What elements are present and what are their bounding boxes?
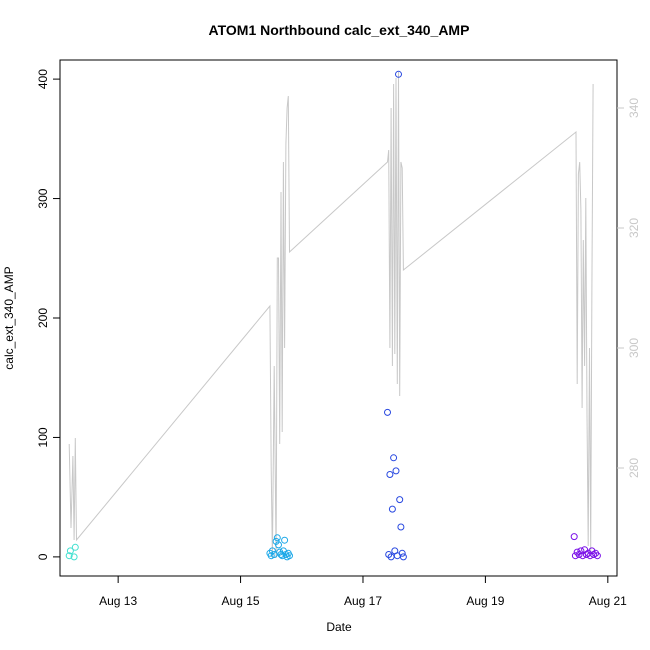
data-point bbox=[384, 408, 391, 416]
data-point bbox=[385, 551, 393, 558]
x-tick-label: Aug 13 bbox=[99, 594, 137, 608]
data-point bbox=[392, 467, 400, 475]
y-left-tick-label: 0 bbox=[36, 553, 50, 560]
y-right-tick-label: 320 bbox=[627, 218, 641, 238]
y-left-tick-label: 400 bbox=[36, 69, 50, 89]
x-axis-label: Date bbox=[326, 620, 352, 634]
data-point bbox=[286, 552, 293, 560]
data-point bbox=[70, 553, 78, 561]
data-point bbox=[398, 549, 406, 557]
data-point bbox=[593, 552, 601, 560]
data-point bbox=[581, 546, 589, 554]
plot-area bbox=[65, 70, 601, 561]
x-tick-label: Aug 19 bbox=[466, 594, 504, 608]
line-series bbox=[68, 71, 594, 559]
data-point bbox=[590, 551, 598, 558]
data-point bbox=[395, 70, 402, 78]
y-right-tick-label: 340 bbox=[627, 98, 641, 118]
data-point bbox=[281, 536, 289, 544]
y-right-tick-label: 300 bbox=[627, 338, 641, 358]
y-left-tick-label: 200 bbox=[36, 308, 50, 328]
data-point bbox=[277, 551, 285, 558]
data-point bbox=[388, 505, 396, 513]
data-point bbox=[278, 552, 286, 560]
data-point bbox=[390, 454, 398, 462]
data-point bbox=[71, 543, 79, 551]
data-point bbox=[275, 541, 282, 549]
data-point bbox=[571, 552, 579, 560]
data-point bbox=[570, 533, 578, 541]
y-right-tick-label: 280 bbox=[627, 458, 641, 478]
data-point bbox=[397, 523, 405, 531]
data-point bbox=[575, 551, 583, 558]
x-tick-label: Aug 21 bbox=[589, 594, 627, 608]
data-point bbox=[65, 552, 73, 560]
data-point bbox=[272, 537, 280, 545]
data-point bbox=[268, 547, 276, 555]
y-left-tick-label: 100 bbox=[36, 427, 50, 447]
y-left-tick-label: 300 bbox=[36, 188, 50, 208]
y-axis-label: calc_ext_340_AMP bbox=[2, 266, 16, 369]
data-point bbox=[588, 547, 596, 555]
x-tick-label: Aug 17 bbox=[344, 594, 382, 608]
data-point bbox=[386, 471, 394, 478]
data-point bbox=[273, 534, 281, 542]
data-point bbox=[66, 547, 74, 555]
data-point bbox=[396, 496, 404, 504]
x-axis: Aug 13 Aug 15 Aug 17 Aug 19 Aug 21 bbox=[99, 576, 627, 608]
y-axis-right: 280 300 320 340 bbox=[617, 98, 641, 478]
data-point bbox=[582, 551, 590, 558]
chart-title: ATOM1 Northbound calc_ext_340_AMP bbox=[209, 22, 470, 38]
data-point bbox=[399, 553, 407, 561]
y-axis-left: 0 100 200 300 400 bbox=[36, 69, 60, 560]
data-point bbox=[577, 547, 585, 555]
x-tick-label: Aug 15 bbox=[222, 594, 260, 608]
